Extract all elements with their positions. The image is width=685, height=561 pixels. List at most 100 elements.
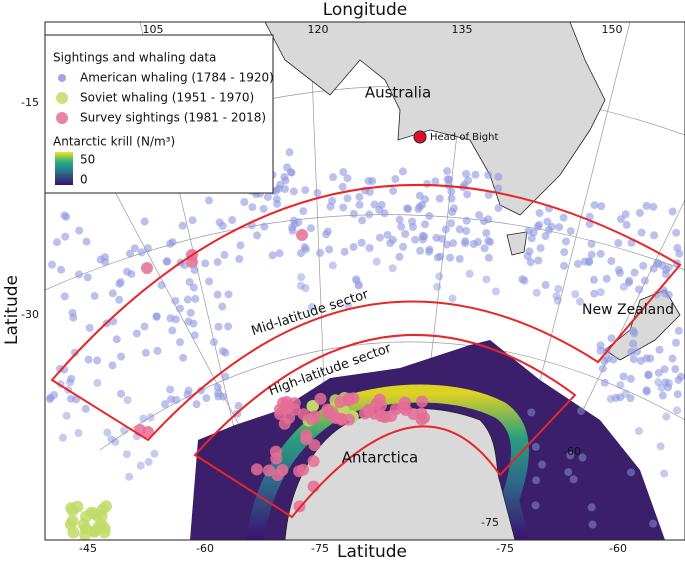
sighting-dot — [640, 276, 649, 285]
sighting-dot — [425, 211, 434, 220]
sighting-dot — [531, 442, 540, 451]
sighting-dot — [136, 461, 145, 470]
sighting-dot — [275, 249, 284, 258]
sighting-dot — [176, 338, 185, 347]
sighting-dot — [130, 244, 139, 253]
sighting-dot — [614, 265, 623, 274]
sighting-dot — [560, 248, 569, 257]
sighting-dot — [614, 239, 623, 248]
sighting-dot — [649, 202, 658, 211]
sighting-dot — [462, 227, 471, 236]
sighting-dot — [596, 288, 605, 297]
sighting-dot — [66, 515, 79, 528]
legend-marker — [56, 92, 68, 104]
sighting-dot — [379, 411, 392, 424]
sighting-dot — [338, 182, 347, 191]
sighting-dot — [443, 167, 452, 176]
sighting-dot — [668, 207, 677, 216]
sighting-dot — [185, 278, 194, 287]
sighting-dot — [196, 386, 205, 395]
sighting-dot — [375, 233, 384, 242]
sighting-dot — [619, 372, 628, 381]
sighting-dot — [107, 435, 116, 444]
sighting-dot — [388, 264, 397, 273]
sighting-dot — [313, 188, 322, 197]
sighting-dot — [240, 198, 249, 207]
sighting-dot — [250, 463, 263, 476]
sighting-dot — [672, 228, 681, 237]
sighting-dot — [268, 251, 277, 260]
sighting-dot — [445, 253, 454, 262]
sighting-dot — [535, 220, 544, 229]
sighting-dot — [577, 406, 586, 415]
scale-max: 50 — [80, 153, 95, 167]
sighting-dot — [587, 250, 596, 259]
sighting-dot — [83, 273, 92, 282]
sighting-dot — [168, 326, 177, 335]
sighting-dot — [482, 228, 491, 237]
sighting-dot — [213, 383, 222, 392]
sighting-dot — [152, 312, 161, 321]
sighting-dot — [597, 202, 606, 211]
sighting-dot — [560, 261, 569, 270]
sighting-dot — [630, 268, 639, 277]
sighting-dot — [415, 413, 428, 426]
sighting-dot — [296, 281, 305, 290]
sighting-dot — [646, 354, 655, 363]
sighting-dot — [358, 216, 367, 225]
sighting-dot — [60, 292, 69, 301]
sighting-dot — [234, 401, 243, 410]
sighting-dot — [189, 283, 198, 292]
sighting-dot — [435, 272, 444, 281]
sighting-dot — [270, 452, 283, 465]
sighting-dot — [553, 296, 562, 305]
sighting-dot — [167, 395, 176, 404]
sighting-dot — [656, 442, 665, 451]
sighting-dot — [660, 469, 669, 478]
tick-label: -60 — [609, 542, 627, 555]
legend-items: American whaling (1784 - 1920) Soviet wha… — [56, 71, 274, 125]
sighting-dot — [649, 519, 658, 528]
sighting-dot — [228, 216, 237, 225]
sighting-dot — [449, 239, 458, 248]
sighting-dot — [649, 264, 658, 273]
sighting-dot — [139, 414, 148, 423]
sighting-dot — [209, 338, 218, 347]
sighting-dot — [532, 288, 541, 297]
sighting-dot — [471, 170, 480, 179]
tasmania-land — [506, 231, 528, 256]
sighting-dot — [202, 394, 211, 403]
sighting-dot — [125, 472, 134, 481]
legend-marker — [56, 112, 68, 124]
sighting-dot — [301, 186, 310, 195]
sighting-dot — [168, 238, 177, 247]
sighting-dot — [273, 199, 282, 208]
sighting-dot — [527, 234, 536, 243]
sighting-dot — [541, 231, 550, 240]
sighting-dot — [441, 225, 450, 234]
tick-label: -60 — [563, 445, 581, 458]
sighting-dot — [484, 236, 493, 245]
ticks: 105 120 135 150 -15 -30 -45 -60 -75 -75 -60 -60 -75 — [21, 23, 627, 555]
sighting-dot — [75, 226, 84, 235]
sighting-dot — [462, 216, 471, 225]
sighting-dot — [98, 526, 111, 539]
sighting-dot — [335, 412, 348, 425]
sighting-dot — [425, 247, 434, 256]
sighting-dot — [115, 295, 124, 304]
sighting-dot — [297, 408, 310, 421]
sighting-dot — [397, 222, 406, 231]
sighting-dot — [619, 282, 628, 291]
legend-label: Survey sightings (1981 - 2018) — [80, 111, 266, 125]
sighting-dot — [455, 254, 464, 263]
sighting-dot — [531, 501, 540, 510]
sighting-dot — [328, 197, 337, 206]
sighting-dot — [117, 389, 126, 398]
sighting-dot — [658, 391, 667, 400]
sighting-dot — [163, 257, 172, 266]
sighting-dot — [590, 289, 599, 298]
sighting-dot — [248, 203, 257, 212]
sighting-dot — [395, 252, 404, 261]
sighting-dot — [399, 403, 412, 416]
sighting-dot — [621, 210, 630, 219]
